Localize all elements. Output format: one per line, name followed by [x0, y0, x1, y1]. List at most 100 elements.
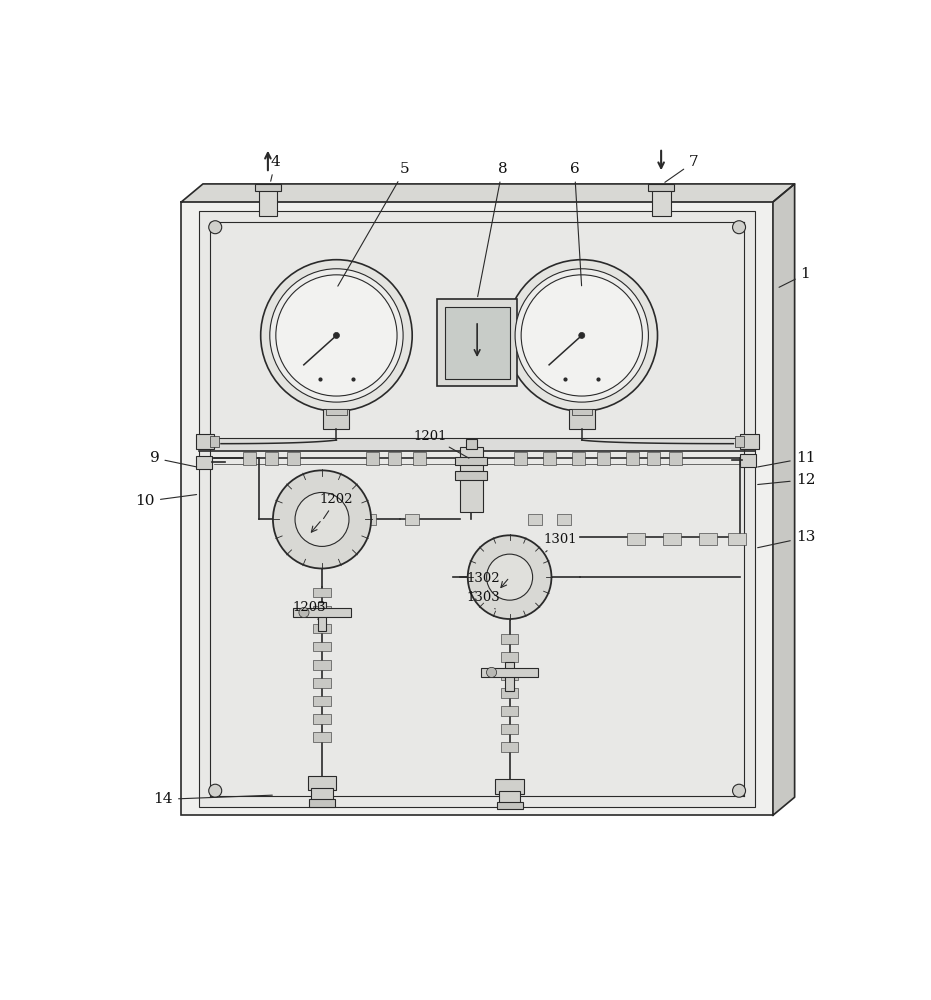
Bar — [626, 452, 639, 465]
Text: 5: 5 — [338, 162, 410, 286]
Text: 4: 4 — [270, 155, 280, 181]
Text: 1201: 1201 — [413, 430, 469, 458]
Bar — [597, 452, 610, 465]
Text: 1301: 1301 — [544, 533, 577, 552]
Bar — [366, 452, 379, 465]
Bar — [314, 624, 331, 633]
Bar — [460, 447, 483, 512]
Circle shape — [733, 221, 746, 234]
Bar — [293, 608, 351, 617]
Bar — [259, 188, 277, 216]
Circle shape — [579, 332, 585, 338]
Bar — [699, 533, 717, 545]
Text: 1303: 1303 — [466, 591, 500, 609]
Bar — [499, 791, 520, 804]
Bar — [182, 202, 773, 815]
Bar — [323, 409, 349, 429]
Bar — [557, 514, 571, 525]
Circle shape — [487, 667, 496, 677]
Bar — [495, 779, 524, 794]
Bar — [317, 602, 327, 631]
Bar — [669, 452, 682, 465]
Bar — [199, 211, 755, 807]
Bar — [314, 678, 331, 688]
Circle shape — [270, 269, 403, 402]
Bar — [569, 409, 595, 429]
Bar — [413, 452, 425, 465]
Bar — [496, 802, 522, 809]
Polygon shape — [773, 184, 794, 815]
Circle shape — [515, 269, 648, 402]
Bar — [196, 456, 211, 469]
Bar — [735, 436, 744, 447]
Text: 12: 12 — [758, 473, 816, 487]
Bar — [327, 409, 346, 415]
Bar — [480, 668, 538, 677]
Text: 1302: 1302 — [466, 572, 500, 592]
Bar — [514, 452, 527, 465]
Circle shape — [733, 784, 746, 797]
Bar — [501, 652, 519, 662]
Bar — [506, 662, 514, 691]
Bar — [501, 742, 519, 752]
Bar — [314, 606, 331, 615]
Bar — [314, 732, 331, 742]
Text: 8: 8 — [478, 162, 507, 297]
Bar — [648, 184, 674, 191]
Text: 6: 6 — [570, 162, 582, 286]
Bar — [314, 660, 331, 670]
Bar — [501, 634, 519, 644]
Bar — [728, 533, 746, 545]
Bar — [663, 533, 681, 545]
Bar — [501, 688, 519, 698]
Circle shape — [209, 221, 222, 234]
Bar — [501, 670, 519, 680]
Bar — [307, 776, 336, 790]
Circle shape — [299, 607, 309, 618]
Text: 1203: 1203 — [293, 601, 327, 620]
Bar — [647, 452, 660, 465]
Text: 7: 7 — [665, 155, 698, 182]
Circle shape — [487, 554, 533, 600]
Circle shape — [506, 260, 657, 411]
Circle shape — [276, 275, 397, 396]
Bar — [287, 452, 300, 465]
Bar — [210, 436, 219, 447]
Bar — [627, 533, 644, 545]
Bar — [405, 514, 419, 525]
Bar — [196, 434, 214, 449]
Bar — [314, 714, 331, 724]
Circle shape — [333, 332, 340, 338]
Bar — [445, 307, 509, 379]
Text: 1202: 1202 — [319, 493, 353, 519]
Text: 1: 1 — [779, 267, 810, 287]
Circle shape — [521, 275, 642, 396]
Text: 11: 11 — [758, 451, 816, 467]
Bar — [455, 471, 487, 480]
Bar — [501, 706, 519, 716]
Bar — [314, 588, 331, 597]
Bar — [501, 724, 519, 734]
Bar — [543, 452, 556, 465]
Bar — [572, 409, 592, 415]
Text: 14: 14 — [154, 792, 273, 806]
Text: 13: 13 — [758, 530, 816, 548]
Circle shape — [295, 492, 349, 546]
Bar — [314, 642, 331, 651]
Polygon shape — [182, 184, 794, 202]
Bar — [265, 452, 278, 465]
Bar — [740, 454, 756, 467]
Bar — [652, 188, 670, 216]
Circle shape — [209, 784, 222, 797]
Circle shape — [467, 535, 551, 619]
Bar — [572, 452, 585, 465]
Text: 9: 9 — [150, 451, 196, 467]
Bar — [311, 788, 332, 802]
Bar — [455, 457, 487, 465]
Circle shape — [261, 260, 412, 411]
Circle shape — [273, 470, 371, 568]
Bar — [255, 184, 281, 191]
Bar — [438, 299, 517, 386]
Bar — [243, 452, 256, 465]
Bar — [199, 438, 755, 451]
